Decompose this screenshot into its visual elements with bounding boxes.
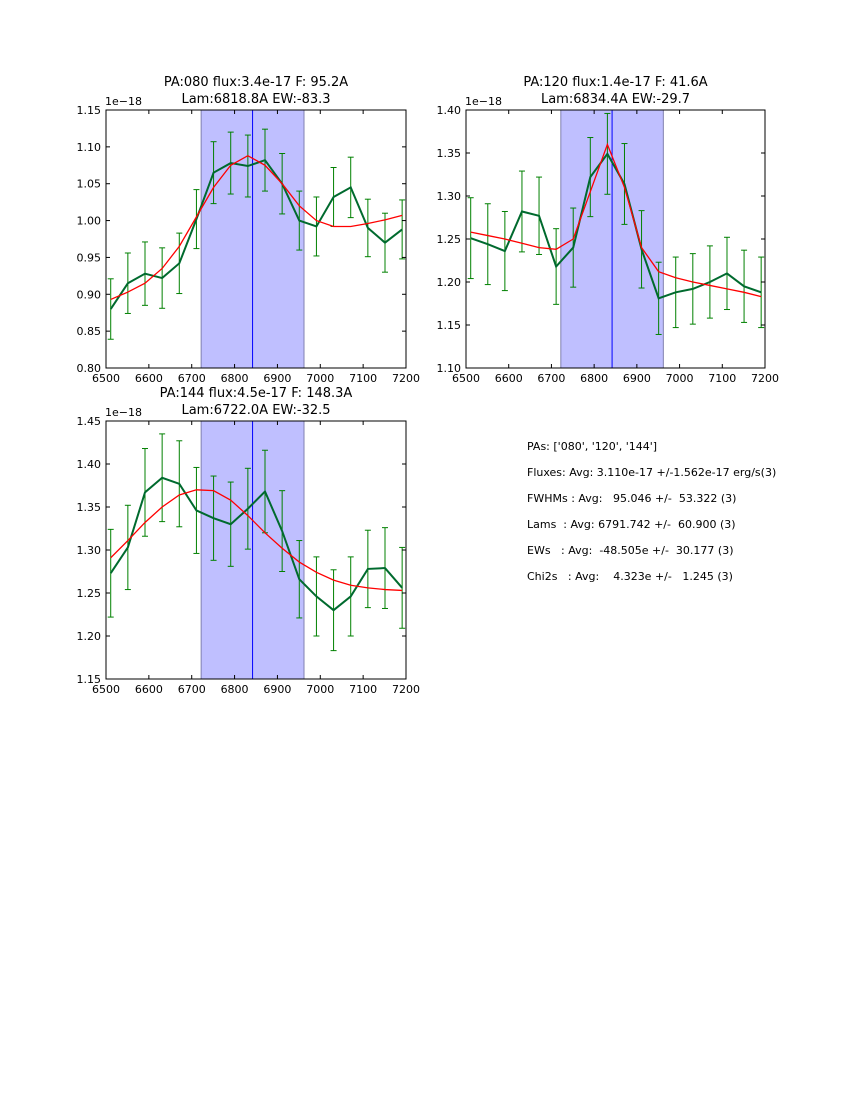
x-tick-label: 7000 <box>306 372 334 385</box>
y-tick-label: 1.25 <box>77 587 102 600</box>
x-tick-label: 6500 <box>92 683 120 696</box>
summary-stats: PAs: ['080', '120', '144'] Fluxes: Avg: 3… <box>527 434 776 590</box>
x-tick-label: 6900 <box>263 683 291 696</box>
y-tick-label: 1.20 <box>437 276 462 289</box>
summary-ews: EWs : Avg: -48.505e +/- 30.177 (3) <box>527 544 734 557</box>
subplot-1: 6500 6600 6700 6800 6900 7000 7100 7200 0.80 0.85… <box>77 75 421 385</box>
y-tick-label: 1.00 <box>77 215 102 228</box>
y-tick-label: 1.20 <box>77 630 102 643</box>
y-tick-label: 1.35 <box>437 147 462 160</box>
subplot-title: PA:080 flux:3.4e-17 F: 95.2A <box>164 75 348 90</box>
x-tick-label: 6800 <box>221 683 249 696</box>
x-tick-label: 7000 <box>666 372 694 385</box>
subplot-title: Lam:6818.8A EW:-83.3 <box>181 92 330 107</box>
x-tick-label: 6700 <box>178 372 206 385</box>
y-tick-label: 1.10 <box>77 141 102 154</box>
offset-label: 1e−18 <box>465 95 502 108</box>
x-tick-label: 7200 <box>392 683 420 696</box>
y-tick-label: 1.45 <box>77 415 102 428</box>
subplot-title: Lam:6834.4A EW:-29.7 <box>541 92 690 107</box>
x-tick-label: 6700 <box>178 683 206 696</box>
data-line <box>109 158 403 310</box>
x-tick-label: 6900 <box>263 372 291 385</box>
subplot-title: PA:144 flux:4.5e-17 F: 148.3A <box>160 386 353 401</box>
summary-lams: Lams : Avg: 6791.742 +/- 60.900 (3) <box>527 518 736 531</box>
data-line <box>109 476 403 612</box>
subplot-title: PA:120 flux:1.4e-17 F: 41.6A <box>523 75 707 90</box>
x-tick-label: 6500 <box>452 372 480 385</box>
x-tick-label: 6500 <box>92 372 120 385</box>
y-tick-label: 1.35 <box>77 501 102 514</box>
x-tick-label: 7000 <box>306 683 334 696</box>
fit-line <box>470 142 762 298</box>
subplot-2: 6500 6600 6700 6800 6900 7000 7100 7200 1.10 1.15… <box>437 75 780 385</box>
summary-pas: PAs: ['080', '120', '144'] <box>527 440 658 453</box>
x-tick-label: 6600 <box>135 683 163 696</box>
x-tick-label: 6900 <box>623 372 651 385</box>
y-tick-label: 1.15 <box>77 673 102 686</box>
x-tick-label: 6600 <box>495 372 523 385</box>
x-tick-label: 6800 <box>221 372 249 385</box>
y-tick-label: 1.05 <box>77 178 102 191</box>
y-tick-label: 0.85 <box>77 325 102 338</box>
subplot-title: Lam:6722.0A EW:-32.5 <box>181 403 330 418</box>
y-tick-label: 1.10 <box>437 362 462 375</box>
x-tick-label: 7100 <box>708 372 736 385</box>
x-tick-label: 6800 <box>580 372 608 385</box>
x-tick-label: 7100 <box>349 683 377 696</box>
y-tick-label: 1.15 <box>77 104 102 117</box>
y-tick-label: 1.40 <box>77 458 102 471</box>
data-line <box>470 152 762 300</box>
x-tick-label: 7200 <box>392 372 420 385</box>
subplot-3: 6500 6600 6700 6800 6900 7000 7100 7200 1.15 1.20… <box>77 386 421 696</box>
x-tick-label: 7200 <box>751 372 779 385</box>
y-tick-label: 1.25 <box>437 233 462 246</box>
y-tick-label: 1.30 <box>437 190 462 203</box>
fit-line <box>110 154 403 301</box>
offset-label: 1e−18 <box>105 95 142 108</box>
x-tick-label: 6600 <box>135 372 163 385</box>
y-tick-label: 1.40 <box>437 104 462 117</box>
summary-chi2s: Chi2s : Avg: 4.323e +/- 1.245 (3) <box>527 570 733 583</box>
offset-label: 1e−18 <box>105 406 142 419</box>
x-tick-label: 6700 <box>537 372 565 385</box>
summary-fwhms: FWHMs : Avg: 95.046 +/- 53.322 (3) <box>527 492 737 505</box>
y-tick-label: 0.90 <box>77 288 102 301</box>
y-tick-label: 0.80 <box>77 362 102 375</box>
axes-frame <box>105 109 407 369</box>
summary-fluxes: Fluxes: Avg: 3.110e-17 +/-1.562e-17 erg/… <box>527 466 777 479</box>
fit-line <box>110 489 403 592</box>
y-tick-label: 1.30 <box>77 544 102 557</box>
y-tick-label: 1.15 <box>437 319 462 332</box>
y-tick-label: 0.95 <box>77 251 102 264</box>
x-tick-label: 7100 <box>349 372 377 385</box>
